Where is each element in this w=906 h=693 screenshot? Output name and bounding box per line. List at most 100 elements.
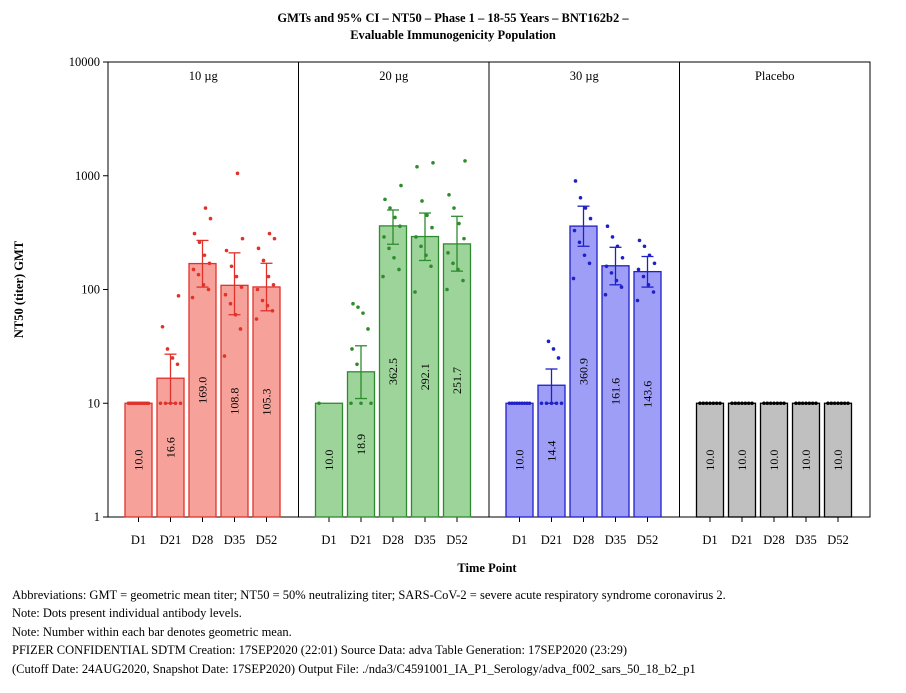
data-point — [701, 401, 706, 406]
data-point — [445, 287, 449, 292]
bar — [378, 225, 408, 518]
bar-value-label: 292.1 — [418, 363, 432, 390]
data-point — [260, 298, 265, 303]
data-point — [539, 401, 544, 406]
x-tick-label: D28 — [763, 533, 785, 547]
data-point — [233, 312, 238, 317]
bar — [505, 402, 534, 518]
data-point — [229, 264, 234, 269]
x-tick-label: D1 — [702, 533, 717, 547]
x-tick-label: D1 — [512, 533, 527, 547]
data-point — [836, 401, 840, 406]
bar-value-label: 10.0 — [831, 450, 845, 471]
data-point — [615, 244, 620, 249]
footnote-confidential: PFIZER CONFIDENTIAL SDTM Creation: 17SEP… — [12, 643, 628, 658]
data-point — [271, 282, 276, 287]
data-point — [208, 216, 213, 221]
bar-value-label: 251.7 — [450, 367, 464, 394]
data-point — [381, 274, 385, 279]
data-point — [256, 246, 261, 251]
data-point — [456, 267, 460, 272]
data-point — [794, 401, 798, 406]
data-point — [446, 251, 450, 255]
data-point — [604, 264, 609, 269]
data-point — [201, 282, 206, 287]
chart-title-line-2: Evaluable Immunogenicity Population — [350, 28, 556, 42]
data-point — [463, 159, 467, 163]
data-point — [636, 267, 641, 272]
data-point — [768, 401, 773, 406]
bar — [791, 402, 821, 518]
data-point — [512, 401, 517, 406]
data-point — [704, 401, 709, 406]
chart-title-line-1: GMTs and 95% CI – NT50 – Phase 1 – 18-55… — [277, 11, 629, 25]
data-point — [355, 362, 359, 367]
data-point — [413, 290, 417, 294]
data-point — [350, 347, 354, 351]
bar-value-label: 169.0 — [196, 377, 210, 404]
data-point — [610, 235, 615, 239]
data-point — [425, 213, 429, 217]
bar-value-label: 108.8 — [228, 388, 242, 415]
data-point — [178, 401, 183, 406]
data-point — [829, 401, 834, 406]
y-tick-label: 1000 — [75, 169, 100, 183]
data-point — [642, 244, 647, 249]
data-point — [546, 339, 551, 344]
x-tick-label: D52 — [827, 533, 849, 547]
data-point — [714, 401, 719, 406]
data-point — [588, 216, 593, 221]
data-point — [646, 282, 651, 287]
data-point — [510, 401, 514, 406]
x-tick-label: D21 — [350, 533, 372, 547]
x-tick-label: D52 — [637, 533, 659, 547]
data-point — [804, 401, 808, 406]
data-point — [520, 401, 524, 406]
data-point — [170, 356, 175, 360]
data-point — [746, 401, 751, 406]
data-point — [192, 231, 197, 236]
data-point — [255, 287, 260, 292]
data-point — [807, 401, 812, 406]
data-point — [736, 401, 741, 406]
data-point — [207, 261, 212, 266]
data-point — [462, 236, 466, 241]
bar — [569, 225, 598, 518]
data-point — [583, 206, 588, 210]
data-point — [578, 195, 583, 200]
data-point — [572, 228, 577, 233]
data-point — [637, 238, 642, 243]
data-point — [238, 327, 243, 331]
data-point — [708, 401, 712, 406]
bar-value-label: 10.0 — [735, 450, 749, 471]
data-point — [267, 231, 272, 236]
data-point — [447, 193, 451, 197]
data-point — [647, 253, 652, 258]
data-point — [614, 278, 619, 283]
bar-value-label: 10.0 — [703, 450, 717, 471]
data-point — [619, 285, 624, 289]
data-point — [603, 292, 608, 297]
y-axis-label: NT50 (titer) GMT — [12, 240, 26, 338]
data-point — [554, 401, 559, 406]
data-point — [743, 401, 748, 406]
data-point — [261, 258, 266, 263]
bar-value-label: 105.3 — [260, 388, 274, 415]
data-point — [234, 274, 239, 279]
data-point — [515, 401, 519, 406]
data-point — [582, 253, 587, 258]
data-point — [203, 206, 208, 210]
data-point — [206, 287, 211, 292]
data-point — [762, 401, 766, 406]
data-point — [356, 305, 360, 309]
data-point — [424, 253, 428, 258]
bar — [314, 402, 344, 518]
data-point — [387, 246, 391, 251]
footnote-bar-number: Note: Number within each bar denotes geo… — [12, 624, 292, 639]
bar-value-label: 10.0 — [513, 450, 527, 471]
data-point — [457, 221, 461, 226]
data-point — [620, 255, 625, 260]
bar-value-label: 10.0 — [322, 450, 336, 471]
data-point — [160, 324, 165, 329]
